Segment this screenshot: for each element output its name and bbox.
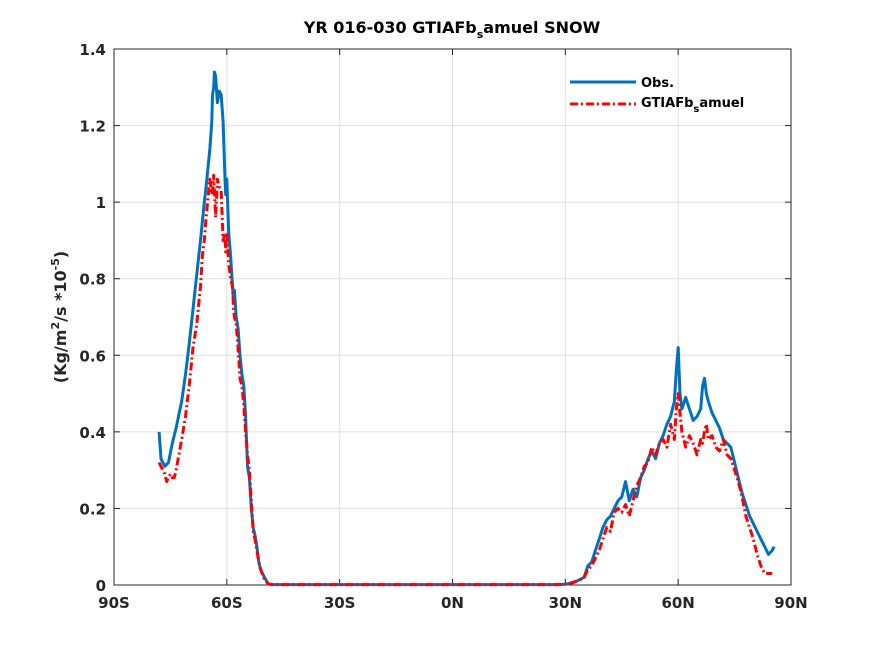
series-line-obs (157, 70, 776, 587)
series-line-model (157, 173, 773, 587)
x-tick-label: 60N (661, 594, 694, 612)
x-tick-label: 90S (98, 594, 130, 612)
x-tick-label: 90N (774, 594, 807, 612)
y-tick-label: 1.2 (79, 118, 106, 136)
x-tick-label: 0N (441, 594, 464, 612)
legend: Obs. GTIAFbsamuel (570, 76, 744, 115)
legend-label-model: GTIAFbsamuel (641, 96, 744, 115)
x-tick-label: 30S (324, 594, 356, 612)
x-tick-label: 30N (549, 594, 582, 612)
series-lines (157, 70, 776, 587)
y-tick-label: 0.4 (79, 424, 106, 442)
grid (113, 48, 792, 586)
y-tick-label: 0.6 (79, 347, 106, 365)
chart-title: YR 016-030 GTIAFbsamuel SNOW (303, 18, 601, 41)
x-tick-label: 60S (211, 594, 243, 612)
y-tick-label: 1.4 (79, 41, 106, 59)
y-tick-label: 0.2 (79, 500, 106, 518)
y-axis-label: (Kg/m2/s *10-5) (49, 251, 70, 383)
y-tick-label: 1 (96, 194, 106, 212)
legend-label-obs: Obs. (641, 76, 674, 91)
ticks: 90S 60S 30S 0N 30N 60N 90N 0 0.2 0.4 0.6 0.8 1 1.2 1.4 (79, 41, 807, 612)
y-tick-label: 0.8 (79, 271, 106, 289)
y-tick-label: 0 (96, 577, 106, 595)
